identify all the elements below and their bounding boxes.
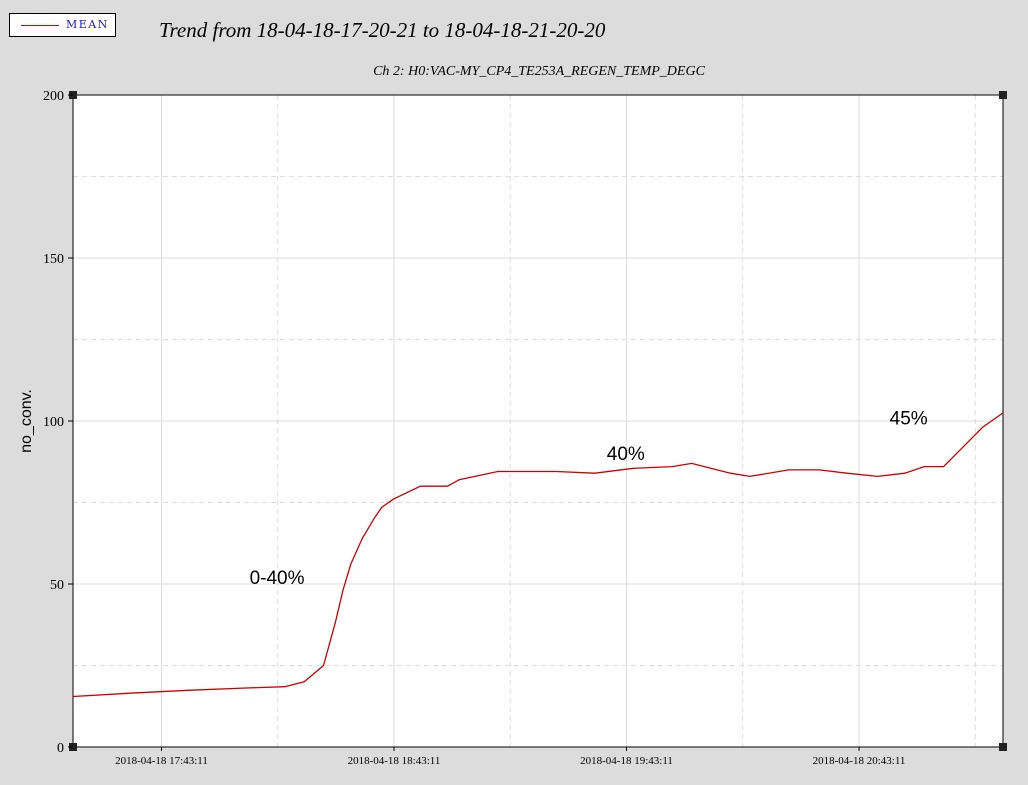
y-tick-label: 100 (43, 415, 64, 430)
legend-swatch (21, 25, 59, 26)
corner-marker (999, 91, 1007, 99)
legend-label: MEAN (66, 18, 109, 31)
chart-title: Trend from 18-04-18-17-20-21 to 18-04-18… (159, 18, 606, 42)
y-tick-label: 200 (43, 89, 64, 104)
annotation-label: 0-40% (250, 568, 305, 589)
x-tick-label: 2018-04-18 17:43:11 (115, 755, 208, 767)
y-axis-label: no_conv. (18, 389, 35, 453)
annotation-label: 45% (890, 408, 928, 429)
corner-marker (999, 743, 1007, 751)
x-tick-label: 2018-04-18 20:43:11 (813, 755, 906, 767)
chart-subtitle: Ch 2: H0:VAC-MY_CP4_TE253A_REGEN_TEMP_DE… (373, 64, 705, 79)
y-tick-label: 50 (50, 578, 64, 593)
legend: MEAN (9, 13, 116, 37)
y-tick-label: 0 (57, 741, 64, 756)
series-line-mean (72, 412, 1004, 698)
x-tick-label: 2018-04-18 19:43:11 (580, 755, 673, 767)
annotation-label: 40% (607, 444, 645, 465)
x-tick-label: 2018-04-18 18:43:11 (348, 755, 441, 767)
y-tick-label: 150 (43, 252, 64, 267)
